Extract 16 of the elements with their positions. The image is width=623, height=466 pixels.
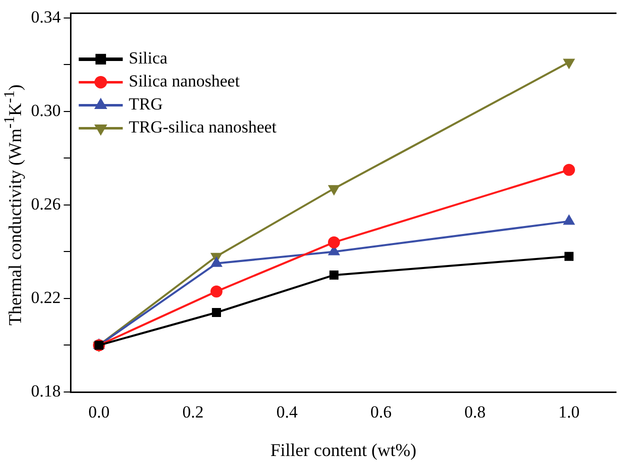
- legend-label: Silica nanosheet: [128, 72, 240, 91]
- y-tick-label: 0.30: [31, 100, 61, 120]
- x-axis-title: Filler content (wt%): [270, 440, 416, 460]
- x-tick-label: 1.0: [558, 402, 580, 422]
- y-tick-label: 0.18: [31, 381, 61, 400]
- x-tick-label: 0.0: [88, 402, 110, 422]
- y-tick-label: 0.26: [31, 194, 61, 214]
- x-tick-label: 0.6: [370, 402, 392, 422]
- x-tick-label: 0.2: [182, 402, 204, 422]
- legend-label: TRG: [128, 94, 163, 114]
- y-tick-label: 0.34: [31, 7, 62, 26]
- x-tick-label: 0.8: [464, 402, 486, 422]
- legend-label: TRG-silica nanosheet: [128, 118, 277, 137]
- y-tick-label: 0.22: [31, 288, 61, 307]
- x-tick-label: 0.4: [276, 402, 298, 422]
- legend-label: Silica: [128, 48, 168, 68]
